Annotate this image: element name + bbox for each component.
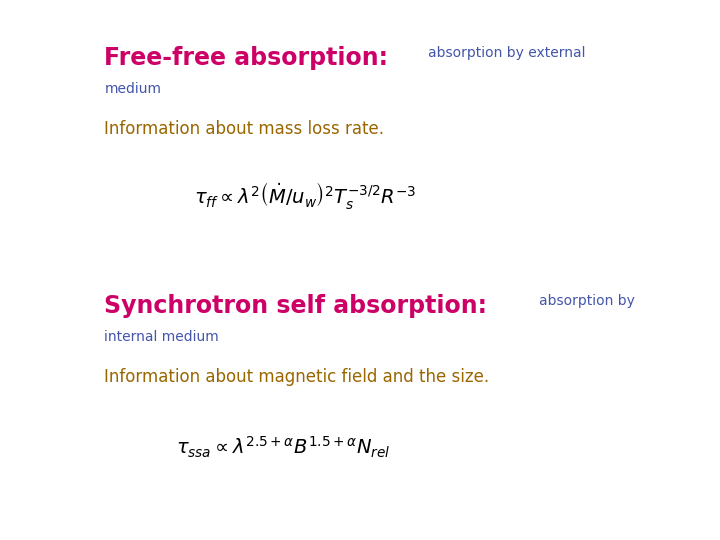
Text: medium: medium — [104, 82, 161, 96]
Text: Information about magnetic field and the size.: Information about magnetic field and the… — [104, 368, 490, 386]
Text: internal medium: internal medium — [104, 330, 219, 345]
Text: $\tau_{ff} \propto \lambda^2 \left(\dot{M}/u_w\right)^2 T_s^{-3/2} R^{-3}$: $\tau_{ff} \propto \lambda^2 \left(\dot{… — [194, 181, 417, 212]
Text: absorption by: absorption by — [539, 294, 634, 308]
Text: Synchrotron self absorption:: Synchrotron self absorption: — [104, 294, 487, 318]
Text: Information about mass loss rate.: Information about mass loss rate. — [104, 120, 384, 138]
Text: absorption by external: absorption by external — [428, 46, 586, 60]
Text: $\tau_{ssa} \propto \lambda^{2.5+\alpha} B^{1.5+\alpha} N_{rel}$: $\tau_{ssa} \propto \lambda^{2.5+\alpha}… — [176, 435, 391, 460]
Text: Free-free absorption:: Free-free absorption: — [104, 46, 388, 70]
